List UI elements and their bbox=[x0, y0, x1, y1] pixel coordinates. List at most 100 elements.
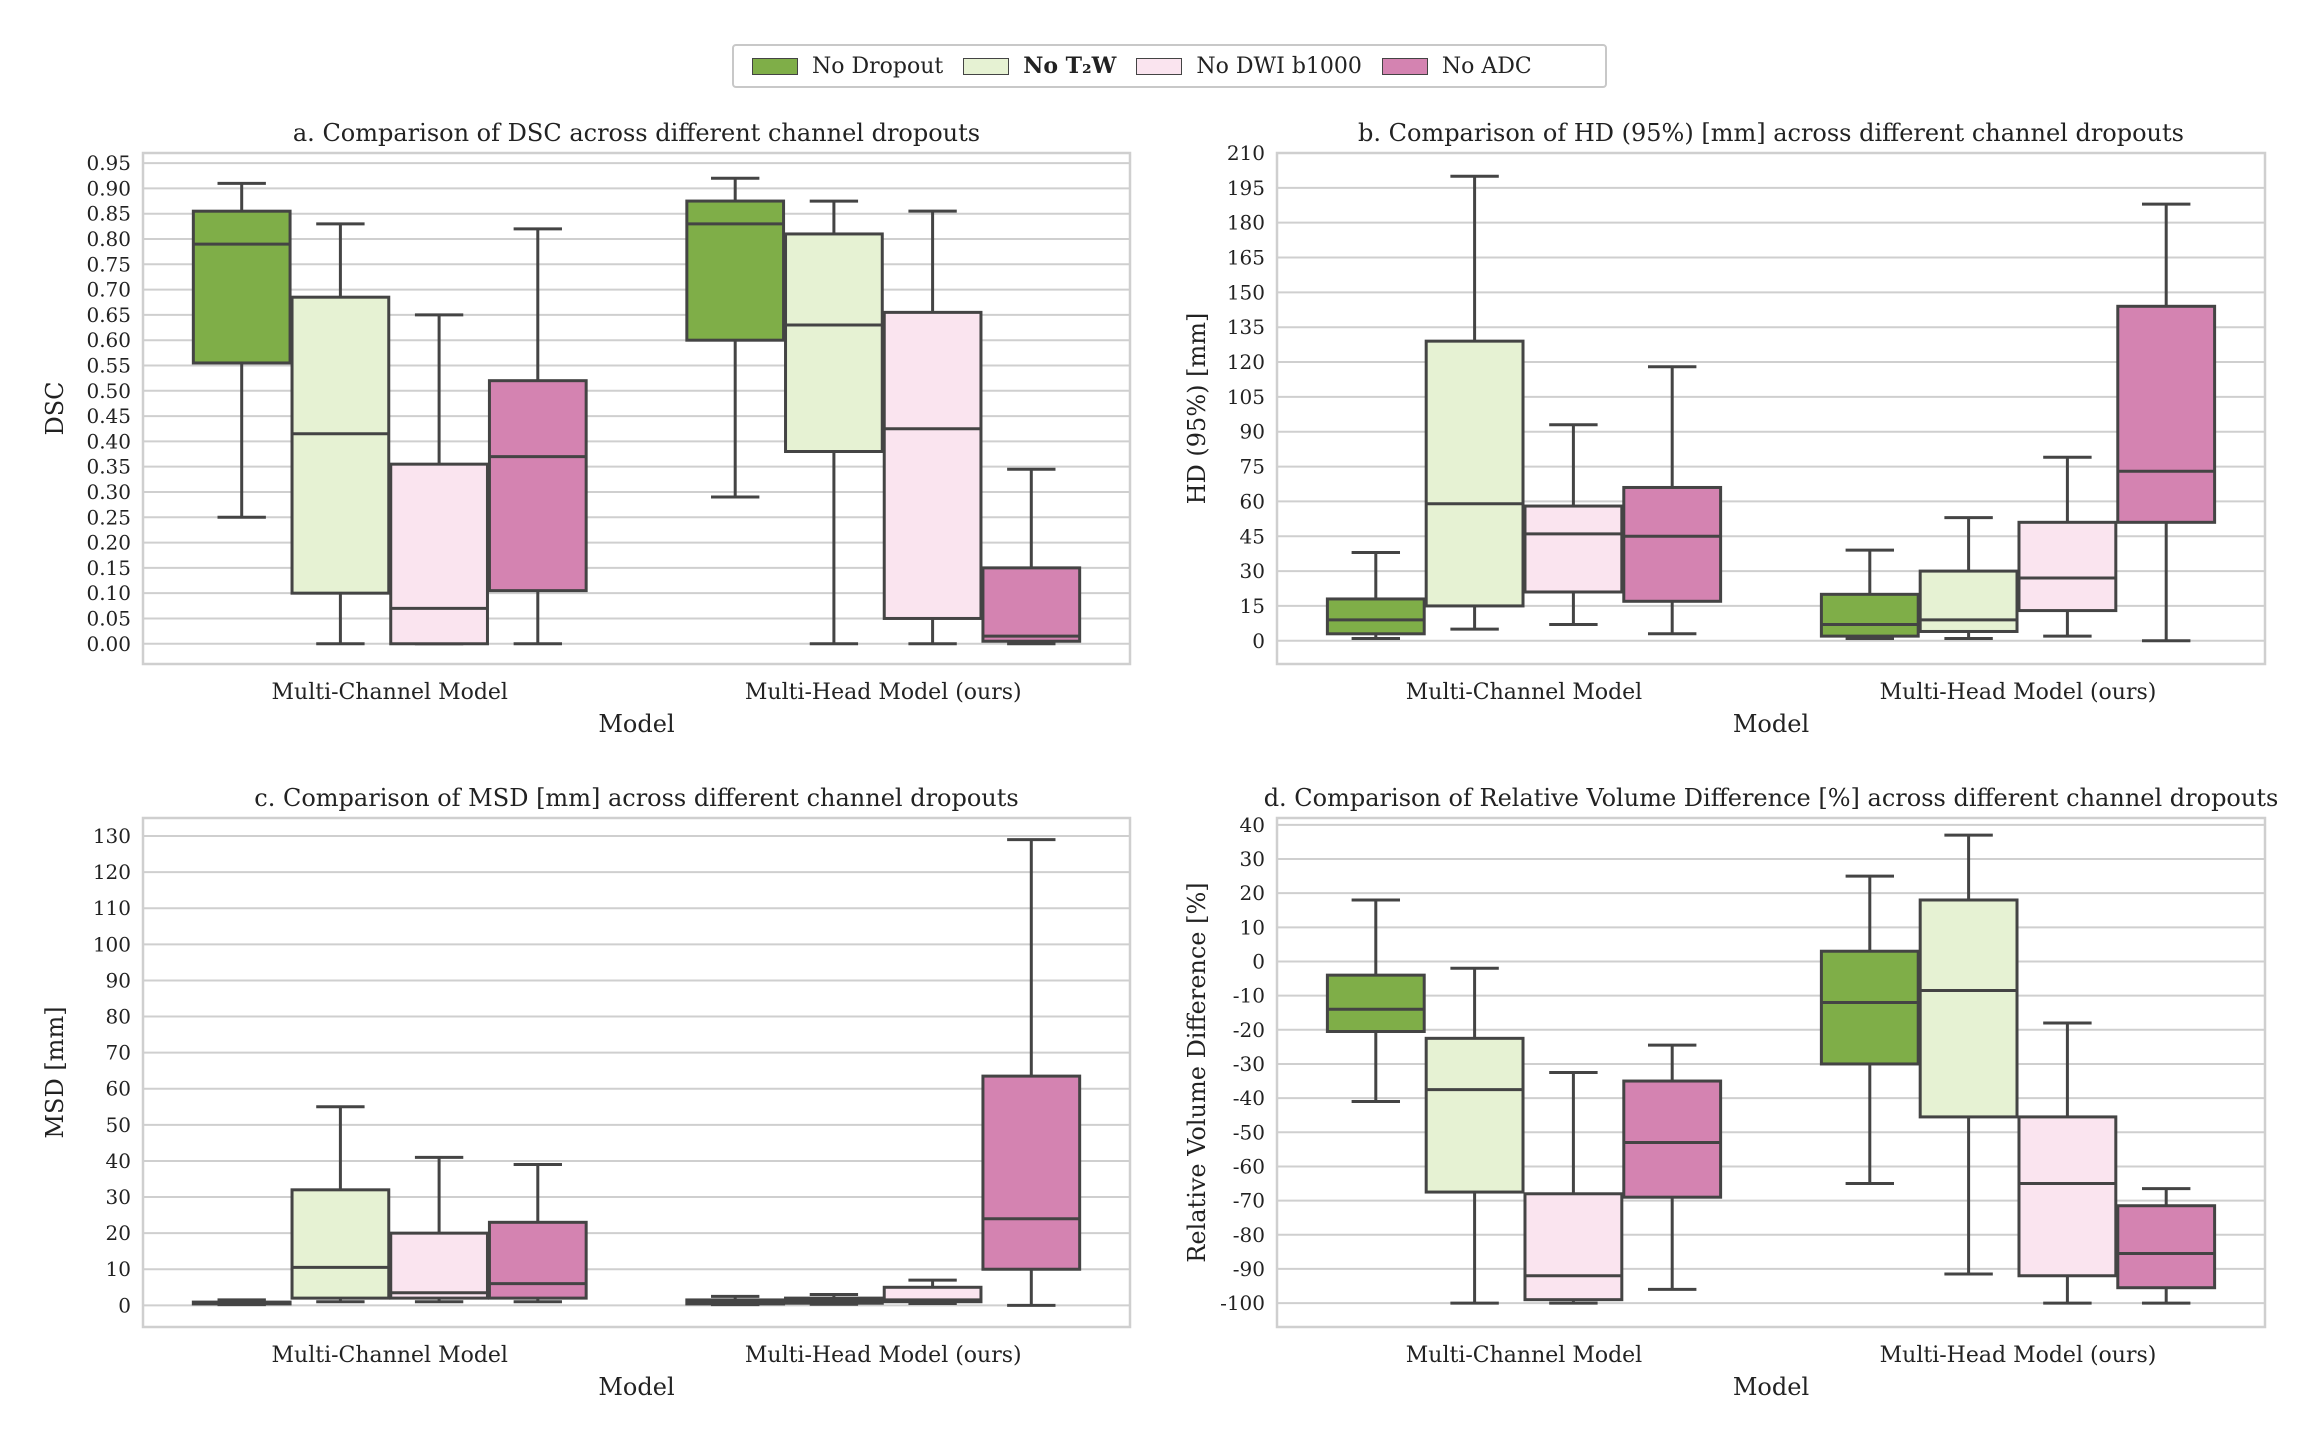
box-a-3-0 bbox=[487, 379, 588, 593]
legend-item-no-adc: No ADC bbox=[1372, 54, 1532, 79]
chart-title-c: c. Comparison of MSD [mm] across differe… bbox=[254, 784, 1018, 812]
legend-label-no-dropout: No Dropout bbox=[812, 53, 944, 79]
y-tick-label-c: 80 bbox=[106, 1005, 131, 1029]
box-c-1-0 bbox=[290, 1188, 391, 1300]
x-axis-label-c: Model bbox=[598, 1373, 674, 1401]
legend-swatch-no-dwi bbox=[1136, 57, 1183, 75]
y-tick-label-d: -100 bbox=[1220, 1291, 1265, 1315]
box-d-0-1 bbox=[1819, 949, 1920, 1066]
x-tick-label-d: Multi-Head Model (ours) bbox=[1880, 1343, 2157, 1368]
y-tick-label-d: -20 bbox=[1233, 1018, 1265, 1042]
y-tick-label-c: 90 bbox=[106, 968, 131, 992]
y-tick-label-a: 0.25 bbox=[86, 505, 131, 529]
y-tick-label-c: 70 bbox=[106, 1041, 131, 1065]
box-d-1-0 bbox=[1424, 1036, 1525, 1194]
x-axis-label-b: Model bbox=[1733, 710, 1809, 738]
legend-label-no-dwi: No DWI b1000 bbox=[1196, 53, 1362, 79]
box-a-1-1 bbox=[784, 232, 884, 454]
chart-title-b: b. Comparison of HD (95%) [mm] across di… bbox=[1358, 119, 2184, 147]
y-tick-label-b: 150 bbox=[1227, 280, 1265, 304]
y-tick-label-c: 60 bbox=[106, 1077, 131, 1101]
box-b-3-1 bbox=[2116, 304, 2217, 524]
y-axis-label-d: Relative Volume Difference [%] bbox=[1183, 882, 1211, 1262]
box-b-2-0 bbox=[1523, 504, 1624, 594]
legend: No Dropout No T₂W No DWI b1000 No ADC bbox=[732, 44, 1607, 88]
y-tick-label-b: 60 bbox=[1240, 489, 1265, 513]
y-tick-label-b: 180 bbox=[1227, 211, 1265, 235]
y-tick-label-a: 0.30 bbox=[86, 480, 131, 504]
y-tick-label-c: 40 bbox=[106, 1149, 131, 1173]
y-tick-label-c: 20 bbox=[106, 1221, 131, 1245]
y-tick-label-b: 105 bbox=[1227, 385, 1265, 409]
legend-swatch-no-adc bbox=[1381, 57, 1428, 75]
y-tick-label-a: 0.40 bbox=[86, 429, 131, 453]
y-tick-label-b: 0 bbox=[1252, 629, 1265, 653]
box-a-2-1 bbox=[882, 310, 983, 620]
box-c-2-1 bbox=[882, 1285, 983, 1304]
y-tick-label-b: 75 bbox=[1240, 455, 1265, 479]
y-tick-label-b: 165 bbox=[1227, 246, 1265, 270]
box-c-3-1 bbox=[981, 1074, 1082, 1271]
y-tick-label-c: 110 bbox=[93, 896, 131, 920]
legend-label-no-adc: No ADC bbox=[1441, 53, 1532, 79]
y-tick-label-d: 0 bbox=[1252, 949, 1265, 973]
box-d-0-0 bbox=[1325, 973, 1426, 1034]
y-tick-label-c: 10 bbox=[106, 1257, 131, 1281]
x-tick-label-c: Multi-Channel Model bbox=[272, 1343, 508, 1368]
y-tick-label-c: 50 bbox=[106, 1113, 131, 1137]
box-d-3-0 bbox=[1622, 1079, 1723, 1199]
box-a-2-0 bbox=[389, 462, 489, 646]
y-tick-label-d: 10 bbox=[1240, 915, 1265, 939]
box-d-1-1 bbox=[1918, 898, 2019, 1119]
box-d-2-1 bbox=[2017, 1115, 2118, 1278]
x-tick-label-b: Multi-Channel Model bbox=[1406, 680, 1642, 705]
box-c-2-0 bbox=[389, 1231, 489, 1300]
y-tick-label-b: 195 bbox=[1227, 176, 1265, 200]
x-axis-label-a: Model bbox=[598, 710, 674, 738]
x-tick-label-a: Multi-Head Model (ours) bbox=[745, 680, 1022, 705]
box-c-3-0 bbox=[487, 1220, 588, 1300]
y-tick-label-c: 100 bbox=[93, 932, 131, 956]
box-a-0-0 bbox=[191, 209, 292, 365]
box-d-3-1 bbox=[2116, 1204, 2217, 1290]
y-tick-label-d: -70 bbox=[1233, 1189, 1265, 1213]
y-tick-label-b: 120 bbox=[1227, 350, 1265, 374]
y-tick-label-a: 0.95 bbox=[86, 151, 131, 175]
y-tick-label-a: 0.05 bbox=[86, 606, 131, 630]
y-tick-label-a: 0.00 bbox=[86, 632, 131, 656]
box-b-0-1 bbox=[1819, 592, 1920, 638]
y-tick-label-a: 0.15 bbox=[86, 556, 131, 580]
y-tick-label-a: 0.75 bbox=[86, 252, 131, 276]
y-tick-label-a: 0.50 bbox=[86, 379, 131, 403]
x-tick-label-a: Multi-Channel Model bbox=[272, 680, 508, 705]
y-tick-label-a: 0.60 bbox=[86, 328, 131, 352]
box-a-1-0 bbox=[290, 295, 391, 595]
y-tick-label-b: 30 bbox=[1240, 559, 1265, 583]
y-tick-label-b: 45 bbox=[1240, 524, 1265, 548]
y-tick-label-d: -60 bbox=[1233, 1154, 1265, 1178]
legend-swatch-no-dropout bbox=[752, 57, 798, 75]
box-b-1-1 bbox=[1918, 569, 2019, 633]
chart-title-a: a. Comparison of DSC across different ch… bbox=[293, 119, 980, 147]
y-tick-label-c: 130 bbox=[93, 824, 131, 848]
legend-swatch-no-t2w bbox=[963, 57, 1010, 75]
y-tick-label-a: 0.35 bbox=[86, 455, 131, 479]
y-tick-label-b: 90 bbox=[1240, 420, 1265, 444]
y-tick-label-d: -40 bbox=[1233, 1086, 1265, 1110]
chart-title-d: d. Comparison of Relative Volume Differe… bbox=[1264, 784, 2279, 812]
x-tick-label-c: Multi-Head Model (ours) bbox=[745, 1343, 1022, 1368]
y-tick-label-a: 0.70 bbox=[86, 278, 131, 302]
y-tick-label-c: 0 bbox=[118, 1293, 131, 1317]
y-axis-label-a: DSC bbox=[41, 381, 69, 435]
y-tick-label-a: 0.90 bbox=[86, 176, 131, 200]
y-tick-label-c: 30 bbox=[106, 1185, 131, 1209]
y-tick-label-a: 0.80 bbox=[86, 227, 131, 251]
y-tick-label-d: -90 bbox=[1233, 1257, 1265, 1281]
x-tick-label-d: Multi-Channel Model bbox=[1406, 1343, 1642, 1368]
box-b-2-1 bbox=[2017, 520, 2118, 613]
y-tick-label-d: -10 bbox=[1233, 984, 1265, 1008]
legend-label-no-t2w: No T₂W bbox=[1023, 53, 1117, 79]
legend-item-no-dwi: No DWI b1000 bbox=[1126, 54, 1362, 79]
box-b-3-0 bbox=[1622, 485, 1723, 603]
